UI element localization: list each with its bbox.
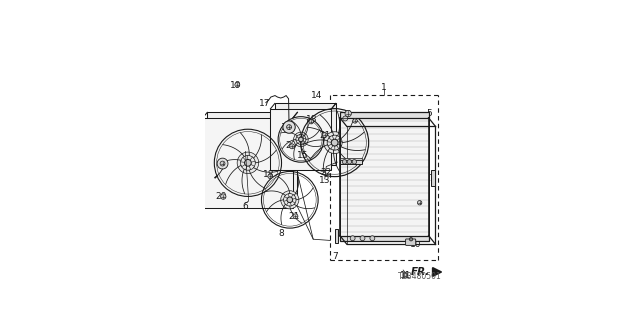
Text: 5: 5 [427,108,433,117]
Circle shape [294,132,308,147]
Text: 13: 13 [319,176,330,185]
Circle shape [350,236,355,241]
Text: 7: 7 [429,174,435,183]
Text: 20: 20 [215,192,227,201]
Circle shape [404,274,406,276]
Text: 22: 22 [321,168,332,177]
Text: 16: 16 [281,123,292,132]
Bar [340,236,429,241]
Text: 18: 18 [305,115,317,124]
Text: FR.: FR. [411,267,430,277]
Circle shape [235,82,240,87]
Circle shape [289,144,294,149]
Text: 1: 1 [381,83,387,92]
Text: TZ3480501: TZ3480501 [397,272,442,281]
Circle shape [324,132,346,154]
Circle shape [217,158,228,169]
Circle shape [352,160,356,164]
Text: 17: 17 [259,99,271,108]
Circle shape [287,197,292,203]
Circle shape [281,191,299,209]
Circle shape [221,194,226,199]
Bar [270,109,332,170]
Text: 18: 18 [264,170,275,179]
Circle shape [283,121,295,133]
Text: 15: 15 [297,151,308,160]
Circle shape [345,110,351,117]
Text: 10: 10 [410,240,421,249]
Bar [340,158,362,160]
Text: 14: 14 [311,91,323,100]
Bar [275,103,336,164]
Circle shape [410,237,413,241]
Circle shape [417,201,422,205]
Bar [431,170,435,186]
Circle shape [237,152,259,173]
Text: 19: 19 [230,81,241,90]
Circle shape [353,119,357,123]
Bar [207,112,298,203]
FancyBboxPatch shape [406,239,416,245]
Bar [203,118,293,208]
Text: 20: 20 [285,141,296,150]
Circle shape [287,124,292,130]
Circle shape [309,119,314,124]
Text: 21: 21 [319,131,330,140]
Text: 11: 11 [399,271,411,280]
Circle shape [323,132,327,138]
Circle shape [268,174,272,179]
Circle shape [299,137,303,142]
Circle shape [403,273,408,277]
Circle shape [220,161,225,166]
Text: 9: 9 [217,160,223,169]
Text: 4: 4 [417,197,422,206]
Bar [340,160,362,164]
Text: 21: 21 [288,212,300,221]
Circle shape [410,238,412,240]
Circle shape [370,236,375,241]
Bar [335,229,338,243]
Text: 8: 8 [278,229,284,238]
Text: 2: 2 [346,109,351,118]
Circle shape [348,160,351,164]
Circle shape [332,139,338,146]
Circle shape [343,116,348,121]
Bar [340,118,429,236]
Circle shape [342,160,347,164]
Text: 3: 3 [353,116,359,125]
Circle shape [244,159,252,166]
Bar [340,112,429,118]
Text: 7: 7 [332,252,337,261]
Circle shape [360,236,365,241]
Text: 6: 6 [242,203,248,212]
Text: 12: 12 [407,235,418,244]
Circle shape [293,214,298,219]
